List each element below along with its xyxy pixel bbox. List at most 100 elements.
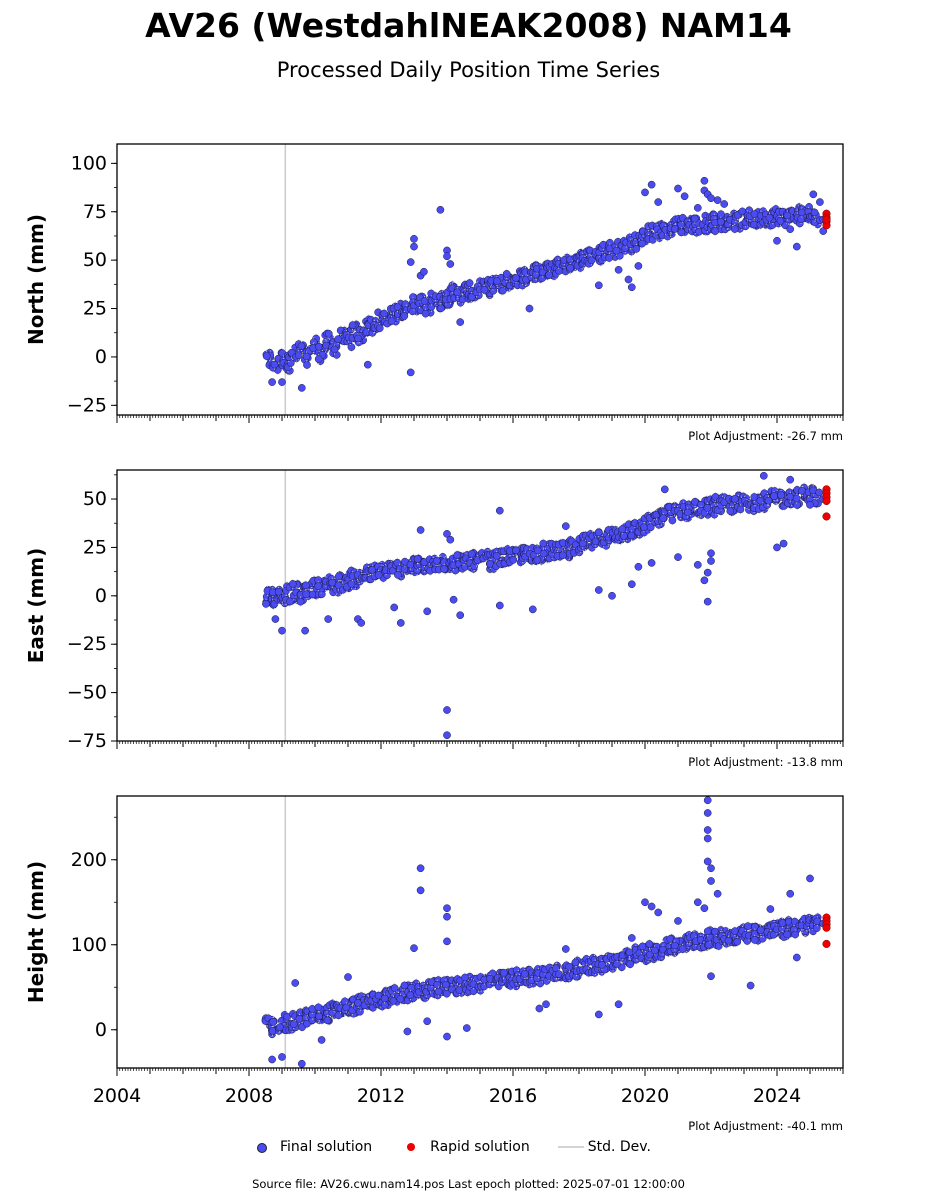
final-solution-point [587, 256, 596, 265]
final-solution-point [420, 297, 429, 305]
final-solution-point [605, 254, 614, 262]
final-solution-point [815, 488, 824, 497]
final-solution-point [271, 615, 280, 623]
final-solution-point [456, 318, 465, 326]
final-solution-point [437, 304, 445, 313]
final-solution-point [680, 192, 689, 201]
final-solution-point [711, 227, 720, 235]
final-solution-point [620, 531, 628, 540]
final-solution-point [561, 522, 570, 530]
final-solution-point [357, 619, 366, 627]
final-solution-point [654, 198, 663, 206]
final-solution-point [348, 321, 357, 329]
final-solution-point [436, 205, 445, 214]
final-solution-point [704, 940, 713, 949]
final-solution-point [434, 987, 443, 996]
final-solution-point [594, 528, 603, 537]
final-solution-point [512, 546, 520, 555]
final-solution-point [387, 317, 396, 325]
final-solution-point [783, 211, 792, 220]
final-solution-point [262, 600, 270, 608]
final-solution-point [638, 239, 647, 248]
final-solution-point [677, 228, 686, 237]
final-solution-point [770, 492, 778, 500]
y-tick-label: 50 [83, 488, 107, 510]
final-solution-point [442, 989, 451, 998]
final-solution-point [703, 568, 712, 577]
final-solution-point [400, 981, 409, 990]
final-solution-point [612, 246, 621, 255]
final-solution-point [495, 506, 504, 515]
final-solution-point [598, 960, 606, 969]
y-tick-label: 0 [95, 585, 107, 607]
final-solution-point [700, 576, 709, 585]
final-solution-point [693, 204, 702, 212]
final-solution-point [625, 948, 634, 957]
final-solution-point [650, 946, 659, 955]
final-solution-point [571, 958, 580, 967]
data-points [262, 176, 831, 392]
final-solution-point [380, 994, 389, 1003]
final-solution-point [765, 213, 774, 222]
final-solution-point [406, 991, 415, 1000]
final-solution-point [334, 572, 343, 581]
final-solution-point [816, 198, 824, 206]
final-solution-point [420, 267, 428, 276]
final-solution-point [443, 731, 451, 740]
final-solution-point [270, 360, 279, 369]
final-solution-point [641, 188, 649, 197]
final-solution-point [627, 283, 636, 292]
final-solution-point [289, 1020, 298, 1029]
final-solution-point [456, 611, 465, 620]
final-solution-point [566, 263, 575, 272]
final-solution-point [380, 309, 389, 318]
final-solution-point [764, 496, 773, 505]
final-solution-point [297, 342, 306, 351]
final-solution-point [443, 252, 451, 261]
final-solution-point [396, 995, 405, 1003]
final-solution-point [324, 615, 333, 623]
final-solution-point [539, 549, 548, 558]
final-solution-point [810, 208, 819, 217]
final-solution-point [314, 355, 323, 363]
final-solution-point [690, 214, 699, 223]
final-solution-point [406, 368, 415, 377]
final-solution-point [646, 523, 655, 532]
final-solution-point [726, 507, 735, 515]
final-solution-point [441, 980, 450, 989]
final-solution-point [693, 561, 702, 569]
y-tick-label: −50 [67, 682, 107, 704]
final-solution-point [674, 553, 682, 561]
final-solution-point [330, 345, 339, 354]
final-solution-point [314, 1003, 323, 1012]
final-solution-point [480, 285, 489, 294]
final-solution-point [410, 235, 418, 243]
final-solution-point [374, 571, 383, 579]
final-solution-point [627, 531, 636, 540]
final-solution-point [638, 942, 647, 951]
final-solution-point [509, 556, 518, 564]
final-solution-point [660, 485, 669, 494]
final-solution-point [302, 590, 311, 599]
final-solution-point [363, 360, 372, 369]
final-solution-point [647, 180, 656, 189]
final-solution-point [565, 962, 574, 971]
final-solution-point [674, 184, 682, 193]
final-solution-point [390, 603, 399, 612]
final-solution-point [453, 288, 462, 297]
final-solution-point [759, 471, 768, 480]
final-solution-point [703, 597, 712, 606]
final-solution-point [614, 265, 623, 274]
final-solution-point [324, 329, 333, 338]
final-solution-point [302, 352, 311, 361]
y-tick-label: 0 [95, 346, 107, 368]
final-solution-point [486, 974, 494, 983]
final-solution-point [703, 927, 712, 936]
final-solution-point [634, 262, 643, 270]
final-solution-point [659, 514, 668, 522]
final-solution-point [750, 210, 759, 218]
final-solution-point [465, 279, 474, 287]
final-solution-point [578, 539, 587, 548]
panel-north: −25 0 25 50 75 100 North (mm) [24, 143, 844, 423]
